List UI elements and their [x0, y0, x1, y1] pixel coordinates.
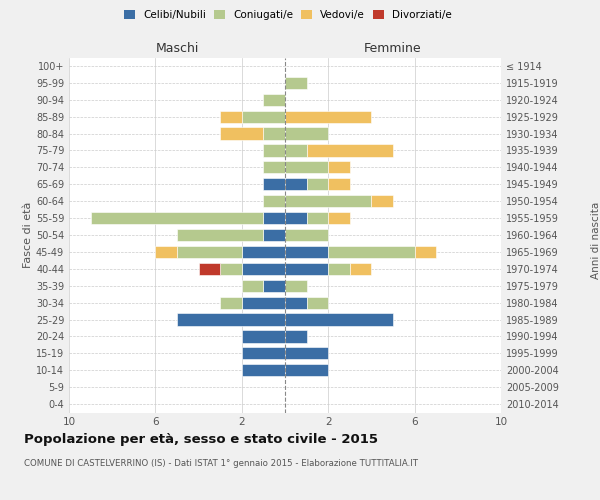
- Legend: Celibi/Nubili, Coniugati/e, Vedovi/e, Divorziati/e: Celibi/Nubili, Coniugati/e, Vedovi/e, Di…: [122, 8, 454, 22]
- Bar: [328, 178, 350, 190]
- Bar: [285, 178, 307, 190]
- Bar: [242, 296, 285, 308]
- Bar: [307, 212, 328, 224]
- Bar: [285, 262, 328, 275]
- Bar: [177, 314, 285, 326]
- Text: Anni di nascita: Anni di nascita: [591, 202, 600, 278]
- Bar: [285, 195, 371, 207]
- Bar: [263, 94, 285, 106]
- Bar: [242, 364, 285, 376]
- Bar: [242, 110, 285, 123]
- Bar: [350, 262, 371, 275]
- Bar: [371, 195, 393, 207]
- Bar: [177, 246, 242, 258]
- Bar: [285, 110, 371, 123]
- Bar: [307, 296, 328, 308]
- Bar: [285, 162, 328, 173]
- Bar: [263, 178, 285, 190]
- Bar: [285, 212, 307, 224]
- Bar: [220, 110, 242, 123]
- Bar: [285, 128, 328, 140]
- Bar: [242, 347, 285, 360]
- Bar: [263, 144, 285, 156]
- Bar: [263, 229, 285, 241]
- Bar: [415, 246, 436, 258]
- Text: Maschi: Maschi: [155, 42, 199, 55]
- Bar: [285, 280, 307, 292]
- Bar: [263, 195, 285, 207]
- Y-axis label: Fasce di età: Fasce di età: [23, 202, 33, 268]
- Bar: [307, 144, 393, 156]
- Bar: [220, 262, 242, 275]
- Bar: [285, 314, 393, 326]
- Bar: [91, 212, 263, 224]
- Bar: [328, 262, 350, 275]
- Bar: [285, 246, 328, 258]
- Bar: [263, 162, 285, 173]
- Text: COMUNE DI CASTELVERRINO (IS) - Dati ISTAT 1° gennaio 2015 - Elaborazione TUTTITA: COMUNE DI CASTELVERRINO (IS) - Dati ISTA…: [24, 459, 418, 468]
- Text: Popolazione per età, sesso e stato civile - 2015: Popolazione per età, sesso e stato civil…: [24, 432, 378, 446]
- Bar: [242, 246, 285, 258]
- Bar: [285, 144, 307, 156]
- Text: Femmine: Femmine: [364, 42, 422, 55]
- Bar: [220, 128, 263, 140]
- Bar: [307, 178, 328, 190]
- Bar: [328, 162, 350, 173]
- Bar: [177, 229, 263, 241]
- Bar: [263, 128, 285, 140]
- Bar: [285, 330, 307, 342]
- Bar: [285, 77, 307, 89]
- Bar: [328, 246, 415, 258]
- Bar: [263, 280, 285, 292]
- Bar: [263, 212, 285, 224]
- Bar: [199, 262, 220, 275]
- Bar: [242, 280, 263, 292]
- Bar: [285, 347, 328, 360]
- Bar: [242, 262, 285, 275]
- Bar: [155, 246, 177, 258]
- Bar: [285, 229, 328, 241]
- Bar: [285, 364, 328, 376]
- Bar: [220, 296, 242, 308]
- Bar: [242, 330, 285, 342]
- Bar: [285, 296, 307, 308]
- Bar: [328, 212, 350, 224]
